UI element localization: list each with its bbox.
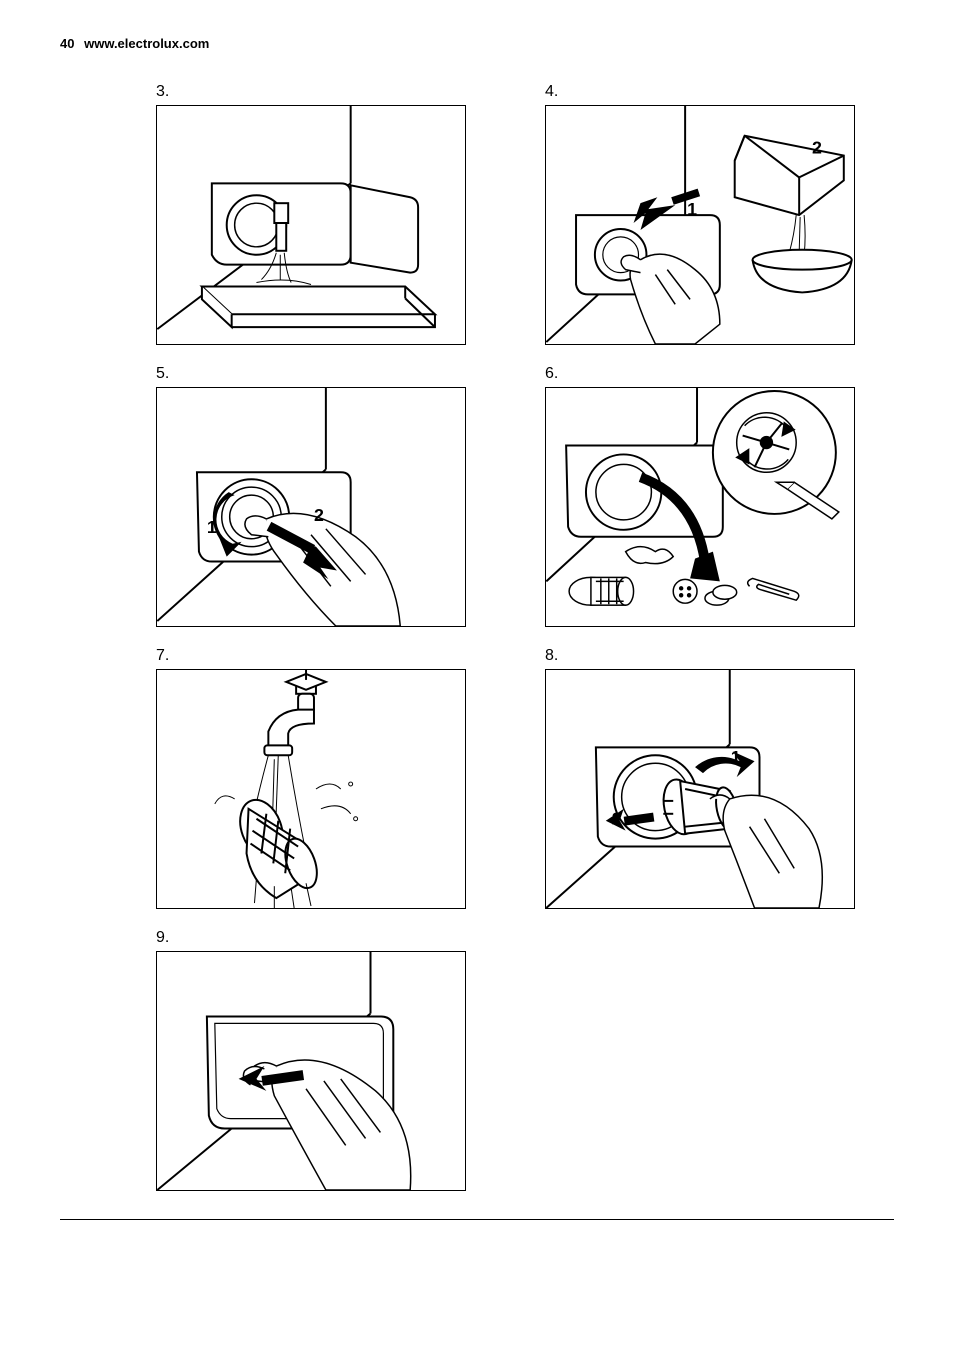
empty-cell — [545, 929, 894, 1191]
step-3-label: 3. — [156, 83, 505, 101]
callout-8-2: 2 — [612, 809, 622, 829]
step-9-figure — [156, 951, 466, 1191]
step-8: 8. — [545, 647, 894, 909]
step-4-figure: 1 2 — [545, 105, 855, 345]
header-url: www.electrolux.com — [84, 36, 209, 51]
callout-5-1: 1 — [207, 517, 217, 537]
step-9-label: 9. — [156, 929, 505, 947]
step-3-figure — [156, 105, 466, 345]
step-6-figure — [545, 387, 855, 627]
step-7-figure — [156, 669, 466, 909]
callout-4-2: 2 — [812, 138, 822, 158]
step-9: 9. — [156, 929, 505, 1191]
step-3: 3. — [156, 83, 505, 345]
bottom-rule — [60, 1219, 894, 1220]
figure-grid: 3. — [156, 83, 894, 1191]
page-header: 40 www.electrolux.com — [60, 36, 894, 51]
step-6-label: 6. — [545, 365, 894, 383]
callout-5-2: 2 — [314, 505, 324, 525]
step-7-label: 7. — [156, 647, 505, 665]
step-8-label: 8. — [545, 647, 894, 665]
step-4-label: 4. — [545, 83, 894, 101]
step-5-label: 5. — [156, 365, 505, 383]
callout-4-1: 1 — [687, 199, 697, 219]
step-4: 4. — [545, 83, 894, 345]
page-number: 40 — [60, 36, 74, 51]
step-6: 6. — [545, 365, 894, 627]
step-7: 7. — [156, 647, 505, 909]
step-5-figure: 1 2 — [156, 387, 466, 627]
step-5: 5. — [156, 365, 505, 627]
callout-8-1: 1 — [731, 747, 741, 767]
manual-page: 40 www.electrolux.com 3. — [0, 0, 954, 1260]
step-8-figure: 1 2 — [545, 669, 855, 909]
